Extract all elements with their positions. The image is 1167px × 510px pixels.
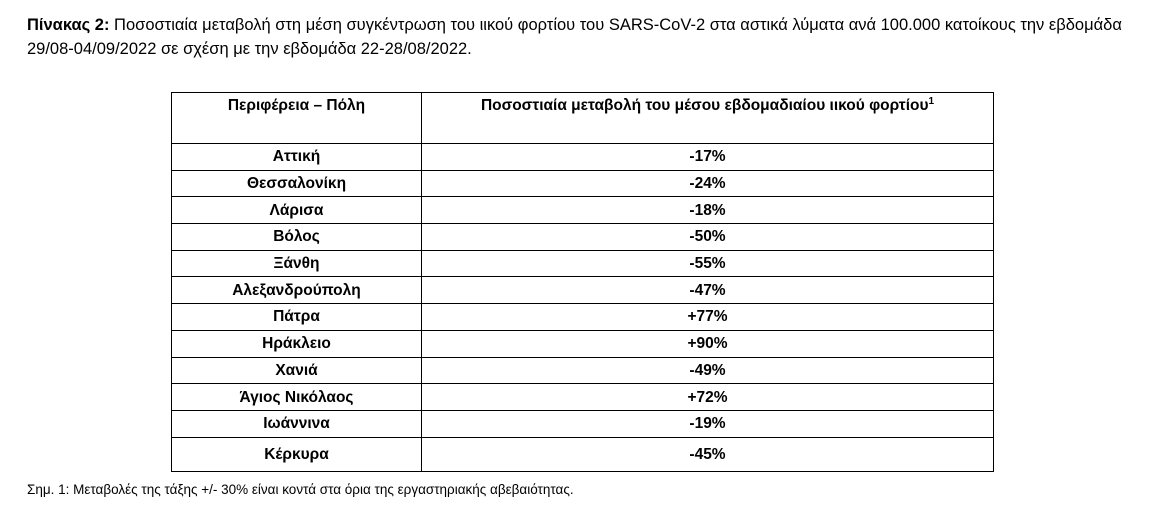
region-cell: Ηράκλειο	[171, 329, 422, 358]
region-cell: Λάρισα	[171, 196, 422, 225]
change-cell: -18%	[421, 196, 994, 225]
caption-text: Ποσοστιαία μεταβολή στη μέση συγκέντρωση…	[27, 16, 1122, 58]
region-cell: Ιωάννινα	[171, 409, 422, 438]
change-cell: -47%	[421, 276, 994, 305]
change-cell: +72%	[421, 383, 994, 411]
change-cell: +90%	[421, 329, 994, 358]
change-cell: -19%	[421, 409, 994, 438]
table-body: Αττική -17% Θεσσαλονίκη -24% Λάρισα -18% Βόλος…	[171, 143, 994, 472]
table-caption: Πίνακας 2: Ποσοστιαία μεταβολή στη μέση …	[27, 13, 1152, 61]
header-change-footnote-ref: 1	[928, 95, 935, 107]
header-region: Περιφέρεια – Πόλη	[171, 92, 422, 144]
table-row: Ιωάννινα -19%	[171, 409, 994, 438]
region-cell: Ξάνθη	[171, 249, 422, 278]
region-cell: Πάτρα	[171, 303, 422, 331]
table-row: Πάτρα +77%	[171, 303, 994, 331]
table-row: Αλεξανδρούπολη -47%	[171, 276, 994, 305]
change-cell: +77%	[421, 303, 994, 331]
table-row: Κέρκυρα -45%	[171, 436, 994, 472]
region-cell: Θεσσαλονίκη	[171, 169, 422, 198]
table-row: Άγιος Νικόλαος +72%	[171, 383, 994, 411]
region-cell: Κέρκυρα	[171, 436, 422, 472]
table-row: Θεσσαλονίκη -24%	[171, 169, 994, 198]
table-header-row: Περιφέρεια – Πόλη Ποσοστιαία μεταβολή το…	[171, 92, 994, 144]
change-cell: -17%	[421, 143, 994, 171]
region-cell: Χανιά	[171, 356, 422, 385]
table-row: Αττική -17%	[171, 143, 994, 171]
table-row: Χανιά -49%	[171, 356, 994, 385]
wastewater-change-table: Περιφέρεια – Πόλη Ποσοστιαία μεταβολή το…	[171, 92, 994, 472]
caption-label: Πίνακας 2:	[27, 16, 110, 34]
header-change: Ποσοστιαία μεταβολή του μέσου εβδομαδιαί…	[421, 92, 994, 144]
region-cell: Αττική	[171, 143, 422, 171]
table-row: Λάρισα -18%	[171, 196, 994, 225]
change-cell: -50%	[421, 223, 994, 251]
change-cell: -24%	[421, 169, 994, 198]
region-cell: Βόλος	[171, 223, 422, 251]
header-change-text: Ποσοστιαία μεταβολή του μέσου εβδομαδιαί…	[480, 97, 929, 114]
change-cell: -55%	[421, 249, 994, 278]
region-cell: Αλεξανδρούπολη	[171, 276, 422, 305]
region-cell: Άγιος Νικόλαος	[171, 383, 422, 411]
table-row: Ηράκλειο +90%	[171, 329, 994, 358]
table-row: Βόλος -50%	[171, 223, 994, 251]
footnote: Σημ. 1: Μεταβολές της τάξης +/- 30% είνα…	[27, 482, 574, 497]
change-cell: -45%	[421, 436, 994, 472]
change-cell: -49%	[421, 356, 994, 385]
table-container: Περιφέρεια – Πόλη Ποσοστιαία μεταβολή το…	[171, 92, 994, 472]
table-row: Ξάνθη -55%	[171, 249, 994, 278]
